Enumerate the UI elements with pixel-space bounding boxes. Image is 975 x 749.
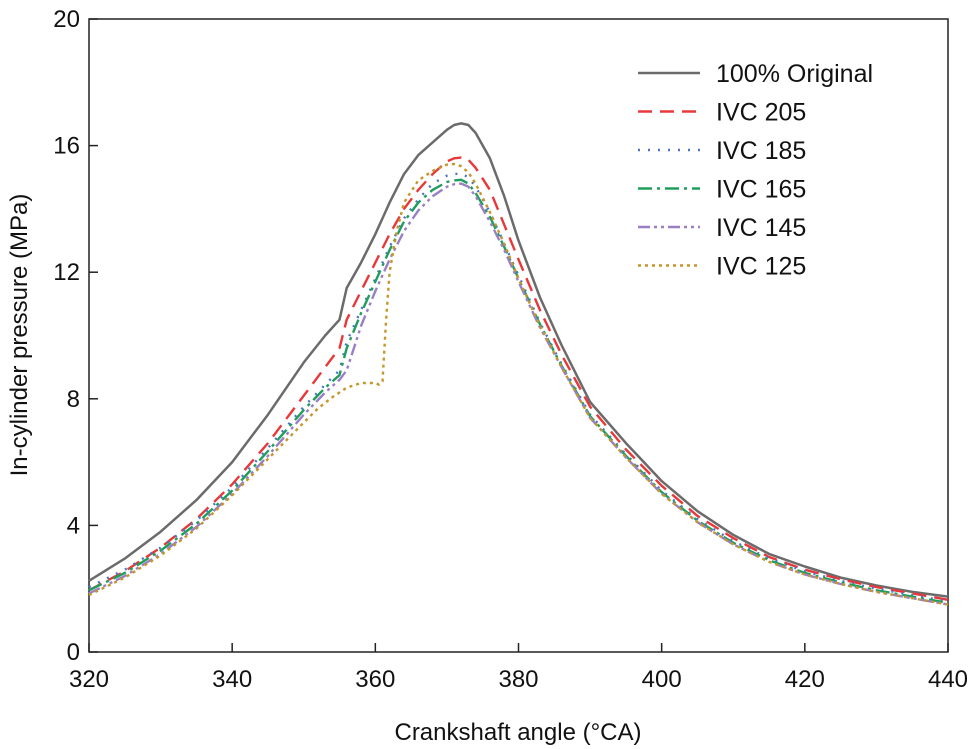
- y-axis-title: In-cylinder pressure (MPa): [6, 194, 33, 477]
- series-line-ivc-205: [88, 156, 949, 601]
- plot-frame: [88, 18, 949, 653]
- series-line-original: [88, 122, 949, 598]
- series-line-ivc-125: [88, 162, 949, 606]
- legend: 100% Original IVC 205 IVC 185 IVC 165 IVC 14…: [638, 60, 873, 281]
- series-lines: [88, 122, 949, 606]
- y-tick-label: 4: [67, 512, 80, 539]
- y-axis-ticks: 0 4 8 12 16 20: [53, 6, 98, 666]
- series-line-ivc-165: [88, 178, 949, 605]
- x-tick-label: 320: [69, 666, 109, 693]
- x-tick-label: 440: [928, 666, 968, 693]
- x-tick-label: 360: [355, 666, 395, 693]
- legend-label: IVC 125: [716, 253, 806, 281]
- legend-label: IVC 145: [716, 214, 806, 242]
- legend-label: 100% Original: [716, 60, 873, 88]
- legend-label: IVC 205: [716, 99, 806, 127]
- x-tick-label: 380: [498, 666, 538, 693]
- y-tick-label: 0: [67, 639, 80, 666]
- y-tick-label: 8: [67, 386, 80, 413]
- x-axis-ticks: 320 340 360 380 400 420 440: [69, 643, 968, 693]
- legend-label: IVC 165: [716, 176, 806, 204]
- series-line-ivc-145: [88, 182, 949, 606]
- legend-label: IVC 185: [716, 137, 806, 165]
- y-tick-label: 16: [53, 133, 80, 160]
- x-tick-label: 400: [642, 666, 682, 693]
- x-axis-title: Crankshaft angle (°CA): [394, 719, 641, 746]
- y-tick-label: 20: [53, 6, 80, 33]
- x-tick-label: 340: [212, 666, 252, 693]
- y-tick-label: 12: [53, 259, 80, 286]
- x-tick-label: 420: [785, 666, 825, 693]
